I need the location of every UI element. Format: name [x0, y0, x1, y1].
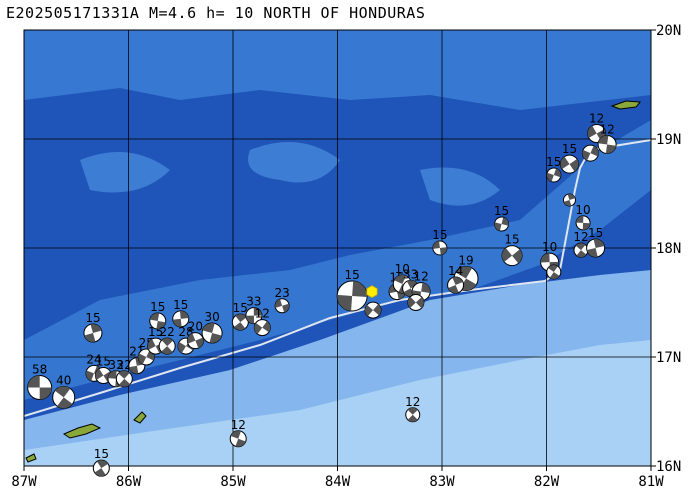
- beachball[interactable]: [586, 238, 606, 258]
- depth-label: 19: [458, 254, 473, 268]
- beachball[interactable]: [229, 430, 247, 448]
- lon-label: 87W: [11, 474, 37, 490]
- lat-label: 18N: [656, 241, 681, 257]
- depth-label: 15: [588, 226, 603, 240]
- island-west-1: [62, 423, 102, 439]
- beachball[interactable]: [186, 332, 204, 350]
- beachball[interactable]: [559, 154, 579, 174]
- beachball[interactable]: [172, 310, 190, 328]
- beachball[interactable]: [501, 245, 523, 267]
- beachball[interactable]: [83, 323, 103, 343]
- beachball[interactable]: [405, 407, 421, 423]
- depth-label: 33: [403, 267, 418, 281]
- beachball[interactable]: [158, 337, 176, 355]
- island-west-3: [25, 453, 37, 463]
- beachball[interactable]: [407, 294, 425, 311]
- depth-label: 12: [405, 395, 420, 409]
- depth-label: 22: [160, 325, 175, 339]
- depth-label: 15: [546, 155, 561, 169]
- depth-label: 40: [56, 373, 71, 387]
- beachball[interactable]: [274, 298, 290, 314]
- beachball[interactable]: [364, 301, 382, 319]
- lon-label: 86W: [116, 474, 142, 490]
- depth-label: 15: [96, 355, 111, 369]
- depth-label: 14: [448, 264, 463, 278]
- beachball[interactable]: [52, 385, 76, 409]
- depth-label: 33: [108, 358, 123, 372]
- epicenter-marker[interactable]: [366, 285, 378, 299]
- beachball[interactable]: [231, 313, 249, 331]
- beachball[interactable]: [245, 307, 263, 325]
- beachball[interactable]: [597, 134, 617, 154]
- lon-label: 84W: [325, 474, 351, 490]
- depth-label: 20: [188, 320, 203, 334]
- beachball[interactable]: [494, 216, 510, 232]
- depth-label: 24: [86, 352, 101, 366]
- beachball[interactable]: [149, 312, 167, 330]
- depth-label: 10: [395, 262, 410, 276]
- depth-label: 30: [204, 310, 219, 324]
- depth-label: 15: [494, 204, 509, 218]
- depth-label: 23: [274, 286, 289, 300]
- depth-label: 15: [173, 298, 188, 312]
- depth-label: 15: [344, 268, 359, 282]
- depth-label: 10: [542, 240, 557, 254]
- depth-label: 22: [117, 358, 132, 372]
- latitude-labels: 20N 19N 18N 17N 16N: [651, 23, 681, 475]
- beachball[interactable]: [27, 375, 53, 401]
- depth-label: 33: [246, 295, 261, 309]
- beachball[interactable]: [447, 276, 465, 294]
- lat-label: 16N: [656, 459, 681, 475]
- depth-label: 15: [233, 301, 248, 315]
- beachball[interactable]: [573, 242, 589, 258]
- depth-label: 12: [599, 122, 614, 136]
- lat-label: 20N: [656, 23, 681, 39]
- beachball[interactable]: [137, 348, 155, 366]
- depth-label: 15: [85, 311, 100, 325]
- island-west-2: [133, 411, 147, 424]
- lat-label: 19N: [656, 132, 681, 148]
- depth-label: 15: [562, 142, 577, 156]
- depth-label: 12: [413, 270, 428, 284]
- lon-label: 82W: [534, 474, 560, 490]
- beachball[interactable]: [432, 240, 448, 256]
- depth-label: 15: [150, 300, 165, 314]
- depth-label: 15: [504, 233, 519, 247]
- depth-label: 12: [573, 230, 588, 244]
- lon-label: 83W: [429, 474, 455, 490]
- depth-label: 10: [575, 203, 590, 217]
- beachball[interactable]: [546, 264, 562, 280]
- depth-label: 12: [231, 418, 246, 432]
- island-cayman: [610, 100, 641, 110]
- depth-label: 12: [255, 307, 270, 321]
- mid-water-patches: [80, 142, 500, 206]
- beachball[interactable]: [92, 459, 110, 477]
- lon-label: 81W: [638, 474, 664, 490]
- depth-label: 58: [32, 363, 47, 377]
- beachball[interactable]: [201, 322, 223, 344]
- lon-label: 85W: [220, 474, 246, 490]
- map-title: E202505171331A M=4.6 h= 10 NORTH OF HOND…: [6, 4, 426, 22]
- beachball[interactable]: [562, 193, 576, 207]
- beachball[interactable]: [336, 280, 368, 312]
- focal-mechanisms: 5840152415332221251515221528203015331223…: [27, 112, 617, 477]
- lat-label: 17N: [656, 350, 681, 366]
- beachball[interactable]: [253, 319, 271, 337]
- depth-label: 12: [589, 112, 604, 126]
- beachball[interactable]: [546, 167, 562, 183]
- beachball[interactable]: [115, 370, 133, 388]
- depth-label: 15: [432, 228, 447, 242]
- beachball[interactable]: [575, 215, 591, 231]
- longitude-labels: 87W 86W 85W 84W 83W 82W 81W: [11, 466, 664, 490]
- beachball[interactable]: [581, 144, 599, 162]
- depth-label: 15: [94, 447, 109, 461]
